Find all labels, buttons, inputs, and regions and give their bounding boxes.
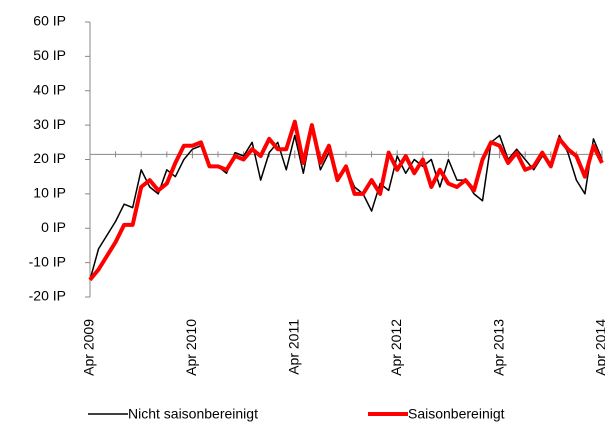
legend-label: Saisonbereinigt bbox=[408, 406, 505, 422]
y-tick-label: 20 IP bbox=[33, 150, 66, 166]
y-tick-label: 50 IP bbox=[33, 47, 66, 63]
legend-label: Nicht saisonbereinigt bbox=[128, 406, 258, 422]
y-tick-label: 30 IP bbox=[33, 116, 66, 132]
y-tick-label: 0 IP bbox=[41, 219, 66, 235]
x-tick-label: Apr 2009 bbox=[81, 319, 97, 376]
x-tick-label: Apr 2012 bbox=[388, 319, 404, 376]
x-tick-label: Apr 2014 bbox=[593, 319, 605, 376]
x-tick-label: Apr 2013 bbox=[490, 319, 506, 376]
y-tick-label: 40 IP bbox=[33, 81, 66, 97]
y-tick-label: 10 IP bbox=[33, 185, 66, 201]
series-line bbox=[89, 127, 603, 281]
y-tick-label: 60 IP bbox=[33, 13, 66, 29]
x-tick-label: Apr 2010 bbox=[183, 319, 199, 376]
series-line bbox=[88, 119, 604, 282]
y-tick-label: -20 IP bbox=[29, 288, 66, 304]
x-tick-label: Apr 2011 bbox=[286, 319, 302, 375]
y-tick-label: -10 IP bbox=[29, 253, 66, 269]
